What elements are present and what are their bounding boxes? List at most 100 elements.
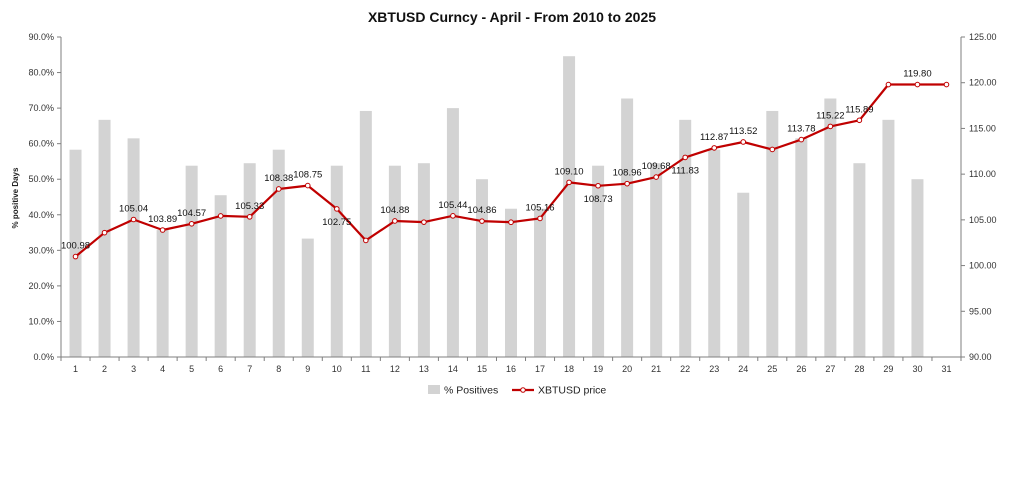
x-tick-label: 14 [448,364,458,374]
bar-23 [708,149,721,357]
x-tick-label: 25 [767,364,777,374]
x-tick-label: 17 [535,364,545,374]
price-point-1 [72,253,79,260]
price-point-12 [392,218,398,224]
bar-16 [505,208,517,357]
legend-swatch-marker [520,387,526,393]
price-point-28 [856,117,863,124]
bar-13 [417,163,430,357]
x-tick-label: 2 [102,364,107,374]
price-label-19: 108.73 [584,194,613,205]
y2-tick-label: 90.00 [969,352,992,362]
price-label-28: 115.89 [845,104,873,115]
x-tick-label: 8 [276,364,281,374]
x-tick-label: 23 [709,364,719,374]
bar-1 [69,149,82,357]
bar-27 [824,98,837,357]
price-label-9: 108.75 [293,170,322,181]
x-tick-label: 21 [651,364,661,374]
x-tick-label: 16 [506,364,516,374]
x-tick-label: 10 [332,364,342,374]
price-point-6 [217,213,224,219]
legend-label-line: XBTUSD price [538,385,606,397]
y-tick-label: 0.0% [33,352,54,362]
price-label-7: 105.33 [235,201,264,212]
x-tick-label: 31 [941,364,951,374]
price-label-8: 108.38 [264,173,293,184]
bar-18 [563,56,576,357]
bar-5 [185,165,198,357]
bar-22 [679,119,692,357]
bar-20 [621,98,634,357]
x-tick-label: 13 [419,364,429,374]
price-label-30: 119.80 [903,69,931,80]
y2-tick-label: 120.00 [969,78,997,88]
bar-15 [475,179,488,357]
bar-4 [156,230,169,357]
price-point-9 [304,182,311,189]
price-label-21: 109.68 [642,161,671,172]
price-point-11 [363,237,369,244]
price-label-18: 109.10 [555,166,584,177]
x-tick-label: 22 [680,364,690,374]
bar-30 [911,179,924,357]
x-tick-label: 6 [218,364,223,374]
price-point-25 [769,146,776,153]
y-tick-label: 80.0% [28,68,54,78]
x-tick-label: 24 [738,364,748,374]
bar-14 [446,108,459,357]
y-tick-label: 20.0% [28,281,54,291]
price-point-5 [188,220,195,227]
bar-6 [214,195,227,357]
x-tick-label: 15 [477,364,487,374]
y2-tick-label: 115.00 [969,123,996,133]
bar-8 [272,149,285,357]
legend-swatch-bars [428,385,440,394]
price-point-31 [943,81,950,88]
x-tick-label: 12 [390,364,400,374]
price-label-17: 105.16 [526,202,555,213]
bar-28 [853,163,866,357]
price-label-5: 104.57 [177,208,206,219]
price-point-8 [275,186,282,192]
price-point-27 [827,123,834,130]
price-point-20 [624,180,630,187]
price-label-1: 100.98 [61,241,90,252]
y2-tick-label: 105.00 [969,215,997,225]
price-label-26: 113.78 [787,124,815,135]
y-tick-label: 90.0% [28,32,54,42]
bar-12 [388,165,401,357]
x-tick-label: 3 [131,364,136,374]
price-label-3: 105.04 [119,203,148,214]
bar-24 [737,192,750,357]
price-point-14 [450,213,456,219]
bar-25 [766,110,779,357]
x-tick-label: 26 [796,364,806,374]
x-tick-label: 18 [564,364,574,374]
x-tick-label: 5 [189,364,194,374]
price-point-30 [914,81,921,88]
price-point-2 [101,229,108,236]
price-point-26 [798,136,805,143]
price-label-20: 108.96 [613,168,642,179]
x-tick-label: 19 [593,364,603,374]
price-label-10: 102.75 [322,217,351,228]
bar-26 [795,138,808,357]
x-tick-label: 28 [854,364,864,374]
bar-3 [127,138,140,357]
x-tick-label: 20 [622,364,632,374]
y-tick-label: 10.0% [28,316,54,326]
y-tick-label: 40.0% [28,210,54,220]
axes-layer: 0.0% 10.0% 20.0% 30.0% 40.0% 50.0% 60.0% 70.0% 8… [28,32,996,374]
x-tick-label: 7 [247,364,252,374]
price-point-29 [885,81,892,88]
price-label-15: 104.86 [467,205,496,216]
price-point-19 [595,182,601,189]
x-tick-label: 4 [160,364,165,374]
price-label-12: 104.88 [380,205,409,216]
x-tick-label: 11 [361,364,370,374]
y2-tick-label: 110.00 [969,169,996,179]
price-label-22: 111.83 [671,165,699,176]
price-point-10 [334,206,340,212]
